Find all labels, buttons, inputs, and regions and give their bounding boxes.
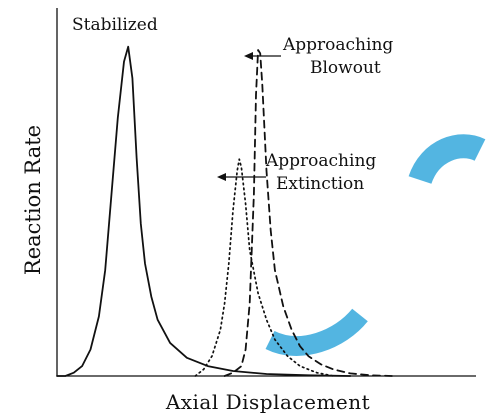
series-line-approaching-blowout <box>223 49 394 377</box>
annotation-arrows <box>217 52 281 181</box>
axes <box>56 8 476 377</box>
watermark-upper-arc <box>408 134 486 185</box>
annotation-blowout-line-1: Approaching <box>282 35 393 55</box>
watermark-graphic <box>265 134 486 356</box>
x-axis-label: Axial Displacement <box>165 390 370 414</box>
annotation-stabilized: Stabilized <box>72 15 158 35</box>
annotation-extinction-line-1: Approaching <box>265 151 376 171</box>
arrow-extinction-head <box>217 173 226 181</box>
series-line-approaching-extinction <box>194 158 335 377</box>
y-axis-label: Reaction Rate <box>21 125 45 275</box>
annotation-blowout-line-2: Blowout <box>310 58 381 78</box>
watermark-lower-arc <box>265 308 368 356</box>
annotation-extinction-line-2: Extinction <box>276 174 364 194</box>
series-line-stabilized <box>56 45 352 377</box>
series-layer <box>56 45 394 377</box>
arrow-blowout-head <box>244 52 253 60</box>
